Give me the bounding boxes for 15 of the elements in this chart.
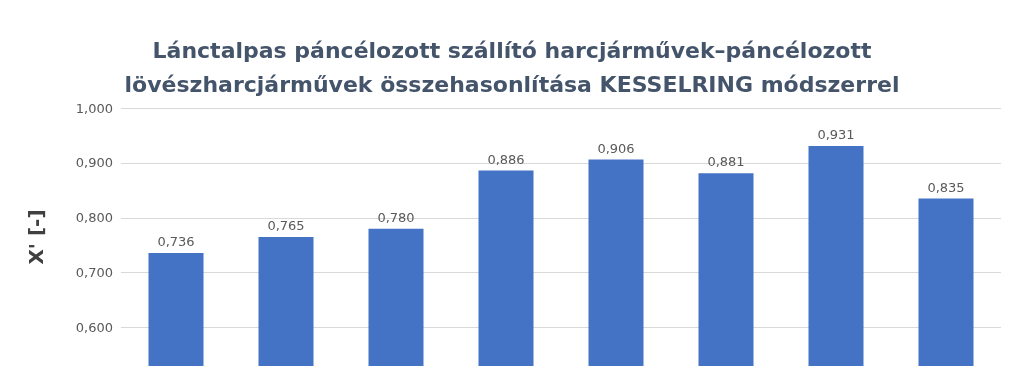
data-label: 0,736 xyxy=(157,233,195,249)
data-label: 0,835 xyxy=(927,179,965,195)
y-tick-label: 0,600 xyxy=(75,320,113,336)
data-label: 0,886 xyxy=(487,151,525,167)
y-tick-label: 0,900 xyxy=(75,155,113,171)
data-label: 0,931 xyxy=(817,126,855,142)
y-tick-label: 1,000 xyxy=(75,100,113,116)
y-axis-title: X' [-] xyxy=(24,209,48,265)
data-label: 0,881 xyxy=(707,154,745,170)
y-tick-label: 0,700 xyxy=(75,265,113,281)
data-label: 0,765 xyxy=(267,218,305,233)
y-tick-label: 0,800 xyxy=(75,210,113,226)
data-label: 0,780 xyxy=(377,209,415,225)
data-label: 0,906 xyxy=(597,140,635,156)
chart-title: Lánctalpas páncélozott szállító harcjárművek–páncélozott lövészharcjárművek összehasonlítása KESSELRING módszerrel xyxy=(124,37,900,97)
